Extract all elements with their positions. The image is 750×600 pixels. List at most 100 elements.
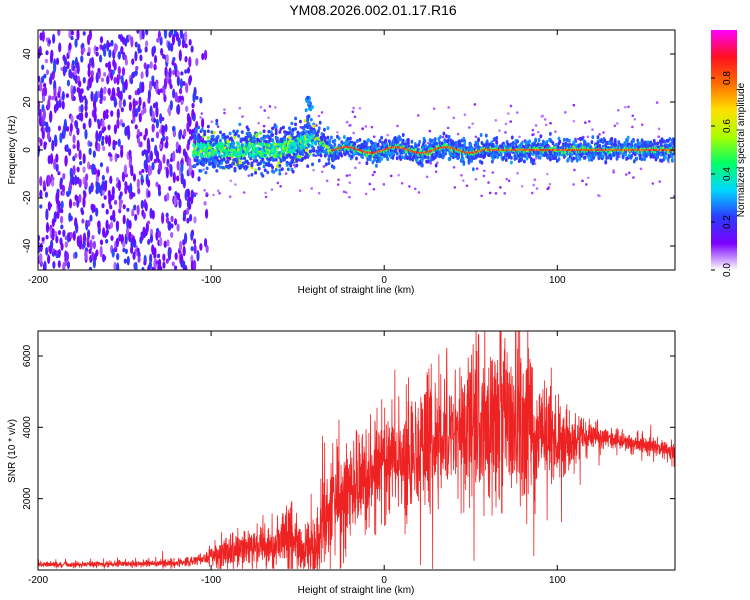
spectrogram-cell bbox=[195, 155, 199, 160]
spectrogram-cell bbox=[264, 162, 268, 167]
spectrogram-cell bbox=[428, 129, 432, 133]
spectrogram-cell bbox=[98, 130, 102, 138]
spectrogram-cell bbox=[195, 95, 199, 100]
spectrogram-cell bbox=[39, 242, 43, 253]
spectrogram-cell bbox=[134, 41, 138, 48]
spectrogram-cell bbox=[171, 69, 176, 76]
spectrogram-cell bbox=[151, 162, 155, 171]
spectrogram-cell bbox=[44, 191, 49, 198]
spectrogram-cell bbox=[627, 105, 630, 109]
spectrogram-cell bbox=[294, 122, 298, 127]
spectrogram-cell bbox=[52, 33, 56, 44]
spectrogram-cell bbox=[95, 46, 99, 52]
spectrogram-cell bbox=[90, 75, 94, 83]
spectrogram-cell bbox=[116, 252, 120, 261]
spectrogram-cell bbox=[584, 121, 587, 124]
spectrogram-cell bbox=[153, 247, 157, 257]
spectrogram-cell bbox=[433, 137, 437, 142]
spectrogram-cell bbox=[358, 137, 362, 142]
spectrogram-cell bbox=[190, 189, 194, 199]
spectrogram-cell bbox=[278, 171, 282, 176]
spectrogram-cell bbox=[624, 173, 628, 176]
spectrogram-cell bbox=[510, 155, 513, 160]
spectrogram-cell bbox=[51, 176, 55, 182]
spectrogram-cell bbox=[195, 192, 198, 195]
spectrogram-cell bbox=[72, 165, 76, 176]
spectrogram-cell bbox=[188, 213, 193, 222]
spectrogram-cell bbox=[74, 251, 78, 259]
snr-x-label: Height of straight line (km) bbox=[298, 585, 415, 596]
spectrogram-cell bbox=[494, 119, 498, 122]
spectrogram-cell bbox=[59, 132, 63, 144]
spectrogram-cell bbox=[101, 174, 105, 181]
spectrogram-cell bbox=[255, 132, 259, 137]
spectrogram-cell bbox=[115, 220, 120, 229]
spectrogram-cell bbox=[416, 114, 420, 117]
spectrogram-cell bbox=[580, 136, 584, 141]
spectrogram-cell bbox=[59, 215, 64, 224]
spectrogram-cell bbox=[320, 170, 324, 174]
spectrogram-cell bbox=[413, 187, 417, 191]
spectrogram-cell bbox=[216, 135, 220, 140]
colorbar-tick-label: 0.4 bbox=[722, 167, 733, 181]
spectrogram-cell bbox=[281, 149, 285, 154]
spectrogram-cell bbox=[159, 236, 163, 247]
spectrogram-cell bbox=[130, 169, 134, 177]
spectrogram-cell bbox=[485, 139, 489, 144]
spectrogram-cell bbox=[43, 141, 47, 150]
spectrogram-cell bbox=[627, 171, 631, 175]
spectrogram-cell bbox=[239, 148, 243, 152]
spectrogram-cell bbox=[480, 160, 484, 165]
spectrogram-cell bbox=[57, 171, 61, 176]
spectrogram-cell bbox=[326, 145, 330, 150]
spectrogram-cell bbox=[57, 30, 61, 37]
spectrogram-cell bbox=[408, 156, 412, 161]
spectrogram-cell bbox=[38, 245, 41, 254]
spectrogram-cell bbox=[423, 138, 427, 143]
spectrogram-cell bbox=[658, 139, 662, 144]
spectrogram-cell bbox=[254, 168, 258, 172]
spectrogram-cell bbox=[406, 155, 409, 160]
spectrogram-cell bbox=[72, 144, 76, 149]
spectrogram-cell bbox=[143, 260, 147, 266]
colorbar-ticks: 0.00.20.40.60.8 bbox=[711, 71, 733, 277]
colorbar: 0.00.20.40.60.8 Normalized spectral ampl… bbox=[711, 30, 747, 277]
spectrogram-cell bbox=[164, 123, 168, 133]
spectrogram-cell bbox=[212, 142, 216, 147]
spectrogram-cell bbox=[271, 126, 275, 131]
spectrogram-cell bbox=[159, 113, 163, 124]
spectrogram-cell bbox=[75, 222, 79, 234]
spectrogram-cell bbox=[446, 138, 450, 143]
spectrogram-cell bbox=[167, 246, 171, 259]
spectrogram-cell bbox=[572, 140, 576, 145]
spectrogram-cell bbox=[121, 171, 126, 183]
spectrogram-cell bbox=[58, 98, 62, 109]
spectrogram-cell bbox=[302, 140, 306, 144]
spectrogram-cell bbox=[353, 115, 357, 119]
spectrogram-cell bbox=[484, 133, 488, 138]
spectrogram-cell bbox=[278, 130, 282, 134]
spectrogram-cell bbox=[294, 127, 298, 131]
spectrogram-cell bbox=[120, 107, 124, 113]
spectrogram-cell bbox=[548, 182, 552, 186]
spectrogram-cell bbox=[457, 155, 461, 160]
spectrogram-cell bbox=[591, 128, 594, 131]
spectrogram-cell bbox=[184, 55, 188, 63]
spectrogram-cell bbox=[149, 228, 154, 237]
spectrogram-cell bbox=[142, 212, 146, 220]
spectrogram-cell bbox=[143, 62, 147, 70]
spectrogram-cell bbox=[289, 128, 293, 133]
spectrogram-cell bbox=[107, 88, 111, 95]
spectrogram-cell bbox=[306, 118, 310, 123]
spectrogram-cell bbox=[598, 143, 602, 148]
spectrogram-cell bbox=[509, 120, 513, 123]
spectrogram-cell bbox=[159, 37, 163, 46]
spectrogram-cell bbox=[463, 113, 467, 116]
spectrogram-cell bbox=[128, 34, 132, 41]
spectrogram-cell bbox=[534, 156, 538, 160]
spectrogram-cell bbox=[96, 169, 101, 177]
spectrogram-cell bbox=[336, 130, 339, 134]
spectrogram-cell bbox=[303, 155, 307, 160]
spectrogram-cell bbox=[384, 138, 388, 143]
spectrogram-cell bbox=[190, 230, 194, 241]
